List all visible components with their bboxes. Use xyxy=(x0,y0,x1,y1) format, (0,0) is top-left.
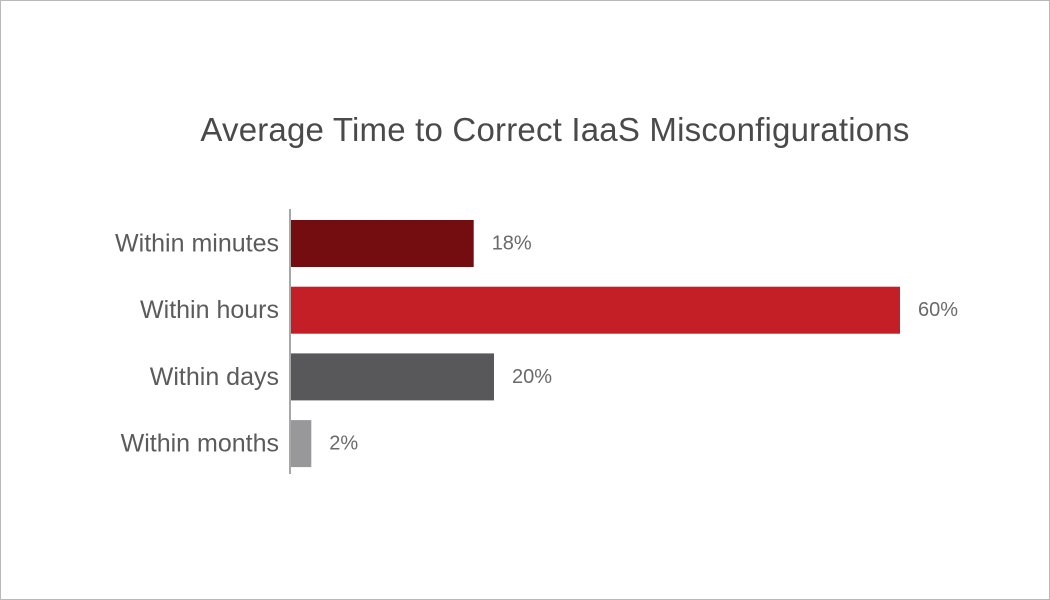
bar-within-hours xyxy=(291,286,900,334)
bars-group: Within minutes 18% Within hours 60% Within d… xyxy=(115,220,958,468)
bar-within-days xyxy=(291,353,494,401)
category-label-within-days: Within days xyxy=(150,363,279,391)
bar-within-months xyxy=(291,420,312,468)
value-label-within-hours: 60% xyxy=(918,299,958,321)
value-label-within-minutes: 18% xyxy=(492,233,532,255)
value-label-within-months: 2% xyxy=(329,433,358,455)
bar-within-minutes xyxy=(291,220,474,267)
category-label-within-hours: Within hours xyxy=(140,296,279,324)
category-label-within-minutes: Within minutes xyxy=(115,230,279,258)
category-label-within-months: Within months xyxy=(121,430,279,458)
value-label-within-days: 20% xyxy=(512,366,552,388)
chart-title: Average Time to Correct IaaS Misconfigur… xyxy=(200,111,910,148)
